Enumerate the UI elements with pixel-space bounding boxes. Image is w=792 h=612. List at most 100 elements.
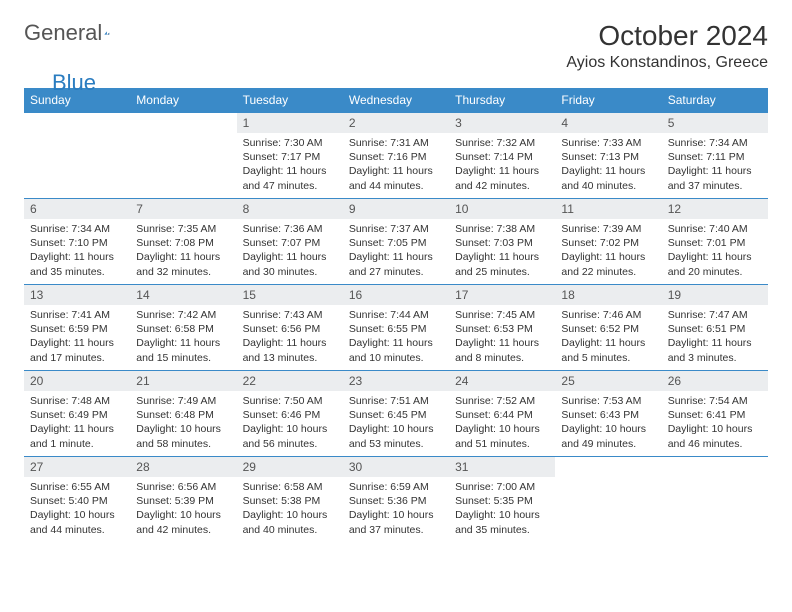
day-cell: 6Sunrise: 7:34 AMSunset: 7:10 PMDaylight…: [24, 199, 130, 285]
dow-fri: Friday: [555, 88, 661, 113]
logo: General: [24, 20, 134, 46]
day-number: 15: [237, 285, 343, 305]
day-body: Sunrise: 7:33 AMSunset: 7:13 PMDaylight:…: [555, 133, 661, 197]
day-number: 12: [662, 199, 768, 219]
day-body: Sunrise: 7:42 AMSunset: 6:58 PMDaylight:…: [130, 305, 236, 369]
day-cell: 18Sunrise: 7:46 AMSunset: 6:52 PMDayligh…: [555, 285, 661, 371]
day-cell: 19Sunrise: 7:47 AMSunset: 6:51 PMDayligh…: [662, 285, 768, 371]
day-body: Sunrise: 7:37 AMSunset: 7:05 PMDaylight:…: [343, 219, 449, 283]
day-body: Sunrise: 6:59 AMSunset: 5:36 PMDaylight:…: [343, 477, 449, 541]
day-body: Sunrise: 6:58 AMSunset: 5:38 PMDaylight:…: [237, 477, 343, 541]
day-cell: 12Sunrise: 7:40 AMSunset: 7:01 PMDayligh…: [662, 199, 768, 285]
day-cell: 9Sunrise: 7:37 AMSunset: 7:05 PMDaylight…: [343, 199, 449, 285]
month-title: October 2024: [566, 20, 768, 52]
day-cell: 14Sunrise: 7:42 AMSunset: 6:58 PMDayligh…: [130, 285, 236, 371]
day-cell: 29Sunrise: 6:58 AMSunset: 5:38 PMDayligh…: [237, 457, 343, 543]
day-cell: 21Sunrise: 7:49 AMSunset: 6:48 PMDayligh…: [130, 371, 236, 457]
day-number: 3: [449, 113, 555, 133]
calendar-body: 1Sunrise: 7:30 AMSunset: 7:17 PMDaylight…: [24, 113, 768, 543]
day-number: 28: [130, 457, 236, 477]
header: General October 2024 Ayios Konstandinos,…: [24, 20, 768, 72]
empty-cell: [555, 457, 661, 543]
day-body: Sunrise: 7:41 AMSunset: 6:59 PMDaylight:…: [24, 305, 130, 369]
day-body: Sunrise: 7:50 AMSunset: 6:46 PMDaylight:…: [237, 391, 343, 455]
day-number: 19: [662, 285, 768, 305]
day-body: Sunrise: 7:45 AMSunset: 6:53 PMDaylight:…: [449, 305, 555, 369]
day-cell: 2Sunrise: 7:31 AMSunset: 7:16 PMDaylight…: [343, 113, 449, 199]
day-number: 24: [449, 371, 555, 391]
day-cell: 5Sunrise: 7:34 AMSunset: 7:11 PMDaylight…: [662, 113, 768, 199]
dow-thu: Thursday: [449, 88, 555, 113]
day-body: Sunrise: 7:51 AMSunset: 6:45 PMDaylight:…: [343, 391, 449, 455]
day-cell: 4Sunrise: 7:33 AMSunset: 7:13 PMDaylight…: [555, 113, 661, 199]
table-row: 13Sunrise: 7:41 AMSunset: 6:59 PMDayligh…: [24, 285, 768, 371]
day-cell: 22Sunrise: 7:50 AMSunset: 6:46 PMDayligh…: [237, 371, 343, 457]
dow-wed: Wednesday: [343, 88, 449, 113]
day-cell: 28Sunrise: 6:56 AMSunset: 5:39 PMDayligh…: [130, 457, 236, 543]
day-number: 29: [237, 457, 343, 477]
day-number: 5: [662, 113, 768, 133]
day-number: 17: [449, 285, 555, 305]
day-body: Sunrise: 7:54 AMSunset: 6:41 PMDaylight:…: [662, 391, 768, 455]
empty-cell: [662, 457, 768, 543]
table-row: 27Sunrise: 6:55 AMSunset: 5:40 PMDayligh…: [24, 457, 768, 543]
day-number: 11: [555, 199, 661, 219]
day-number: 16: [343, 285, 449, 305]
day-body: Sunrise: 7:46 AMSunset: 6:52 PMDaylight:…: [555, 305, 661, 369]
day-body: Sunrise: 7:00 AMSunset: 5:35 PMDaylight:…: [449, 477, 555, 541]
logo-sail-icon: [104, 23, 110, 43]
day-cell: 30Sunrise: 6:59 AMSunset: 5:36 PMDayligh…: [343, 457, 449, 543]
day-cell: 7Sunrise: 7:35 AMSunset: 7:08 PMDaylight…: [130, 199, 236, 285]
day-body: Sunrise: 7:49 AMSunset: 6:48 PMDaylight:…: [130, 391, 236, 455]
day-number: 2: [343, 113, 449, 133]
day-body: Sunrise: 7:39 AMSunset: 7:02 PMDaylight:…: [555, 219, 661, 283]
day-number: 27: [24, 457, 130, 477]
dow-row: Sunday Monday Tuesday Wednesday Thursday…: [24, 88, 768, 113]
day-body: Sunrise: 7:43 AMSunset: 6:56 PMDaylight:…: [237, 305, 343, 369]
day-body: Sunrise: 7:30 AMSunset: 7:17 PMDaylight:…: [237, 133, 343, 197]
day-body: Sunrise: 7:31 AMSunset: 7:16 PMDaylight:…: [343, 133, 449, 197]
day-number: 31: [449, 457, 555, 477]
day-cell: 11Sunrise: 7:39 AMSunset: 7:02 PMDayligh…: [555, 199, 661, 285]
logo-text-1: General: [24, 20, 102, 46]
day-body: Sunrise: 7:47 AMSunset: 6:51 PMDaylight:…: [662, 305, 768, 369]
day-cell: 1Sunrise: 7:30 AMSunset: 7:17 PMDaylight…: [237, 113, 343, 199]
day-body: Sunrise: 7:36 AMSunset: 7:07 PMDaylight:…: [237, 219, 343, 283]
day-number: 7: [130, 199, 236, 219]
day-number: 18: [555, 285, 661, 305]
day-body: Sunrise: 7:34 AMSunset: 7:10 PMDaylight:…: [24, 219, 130, 283]
day-number: 30: [343, 457, 449, 477]
table-row: 20Sunrise: 7:48 AMSunset: 6:49 PMDayligh…: [24, 371, 768, 457]
day-number: 4: [555, 113, 661, 133]
day-number: 22: [237, 371, 343, 391]
day-cell: 25Sunrise: 7:53 AMSunset: 6:43 PMDayligh…: [555, 371, 661, 457]
day-number: 1: [237, 113, 343, 133]
table-row: 1Sunrise: 7:30 AMSunset: 7:17 PMDaylight…: [24, 113, 768, 199]
day-cell: 13Sunrise: 7:41 AMSunset: 6:59 PMDayligh…: [24, 285, 130, 371]
day-body: Sunrise: 7:48 AMSunset: 6:49 PMDaylight:…: [24, 391, 130, 455]
day-cell: 31Sunrise: 7:00 AMSunset: 5:35 PMDayligh…: [449, 457, 555, 543]
day-number: 9: [343, 199, 449, 219]
dow-tue: Tuesday: [237, 88, 343, 113]
empty-cell: [24, 113, 130, 199]
empty-cell: [130, 113, 236, 199]
day-body: Sunrise: 7:32 AMSunset: 7:14 PMDaylight:…: [449, 133, 555, 197]
day-cell: 23Sunrise: 7:51 AMSunset: 6:45 PMDayligh…: [343, 371, 449, 457]
day-cell: 15Sunrise: 7:43 AMSunset: 6:56 PMDayligh…: [237, 285, 343, 371]
logo-text-2: Blue: [52, 70, 96, 96]
day-cell: 3Sunrise: 7:32 AMSunset: 7:14 PMDaylight…: [449, 113, 555, 199]
dow-mon: Monday: [130, 88, 236, 113]
day-number: 6: [24, 199, 130, 219]
day-number: 23: [343, 371, 449, 391]
day-number: 13: [24, 285, 130, 305]
table-row: 6Sunrise: 7:34 AMSunset: 7:10 PMDaylight…: [24, 199, 768, 285]
title-block: October 2024 Ayios Konstandinos, Greece: [566, 20, 768, 72]
day-number: 14: [130, 285, 236, 305]
day-body: Sunrise: 7:53 AMSunset: 6:43 PMDaylight:…: [555, 391, 661, 455]
day-number: 21: [130, 371, 236, 391]
day-body: Sunrise: 7:35 AMSunset: 7:08 PMDaylight:…: [130, 219, 236, 283]
day-cell: 16Sunrise: 7:44 AMSunset: 6:55 PMDayligh…: [343, 285, 449, 371]
day-cell: 20Sunrise: 7:48 AMSunset: 6:49 PMDayligh…: [24, 371, 130, 457]
day-body: Sunrise: 7:34 AMSunset: 7:11 PMDaylight:…: [662, 133, 768, 197]
day-body: Sunrise: 7:44 AMSunset: 6:55 PMDaylight:…: [343, 305, 449, 369]
